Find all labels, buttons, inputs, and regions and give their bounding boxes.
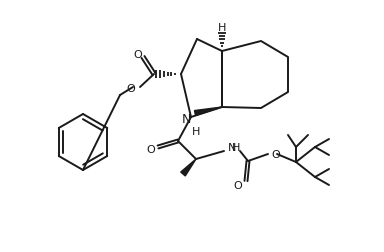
Text: H: H [192, 127, 200, 137]
Text: H: H [218, 23, 226, 33]
Text: N: N [181, 112, 191, 125]
Text: N: N [228, 142, 237, 152]
Text: O: O [134, 50, 142, 60]
Text: O: O [147, 144, 156, 154]
Polygon shape [181, 159, 196, 176]
Polygon shape [194, 108, 222, 116]
Text: O: O [233, 180, 242, 190]
Text: H: H [232, 142, 240, 152]
Text: O: O [271, 149, 280, 159]
Text: O: O [127, 84, 136, 94]
